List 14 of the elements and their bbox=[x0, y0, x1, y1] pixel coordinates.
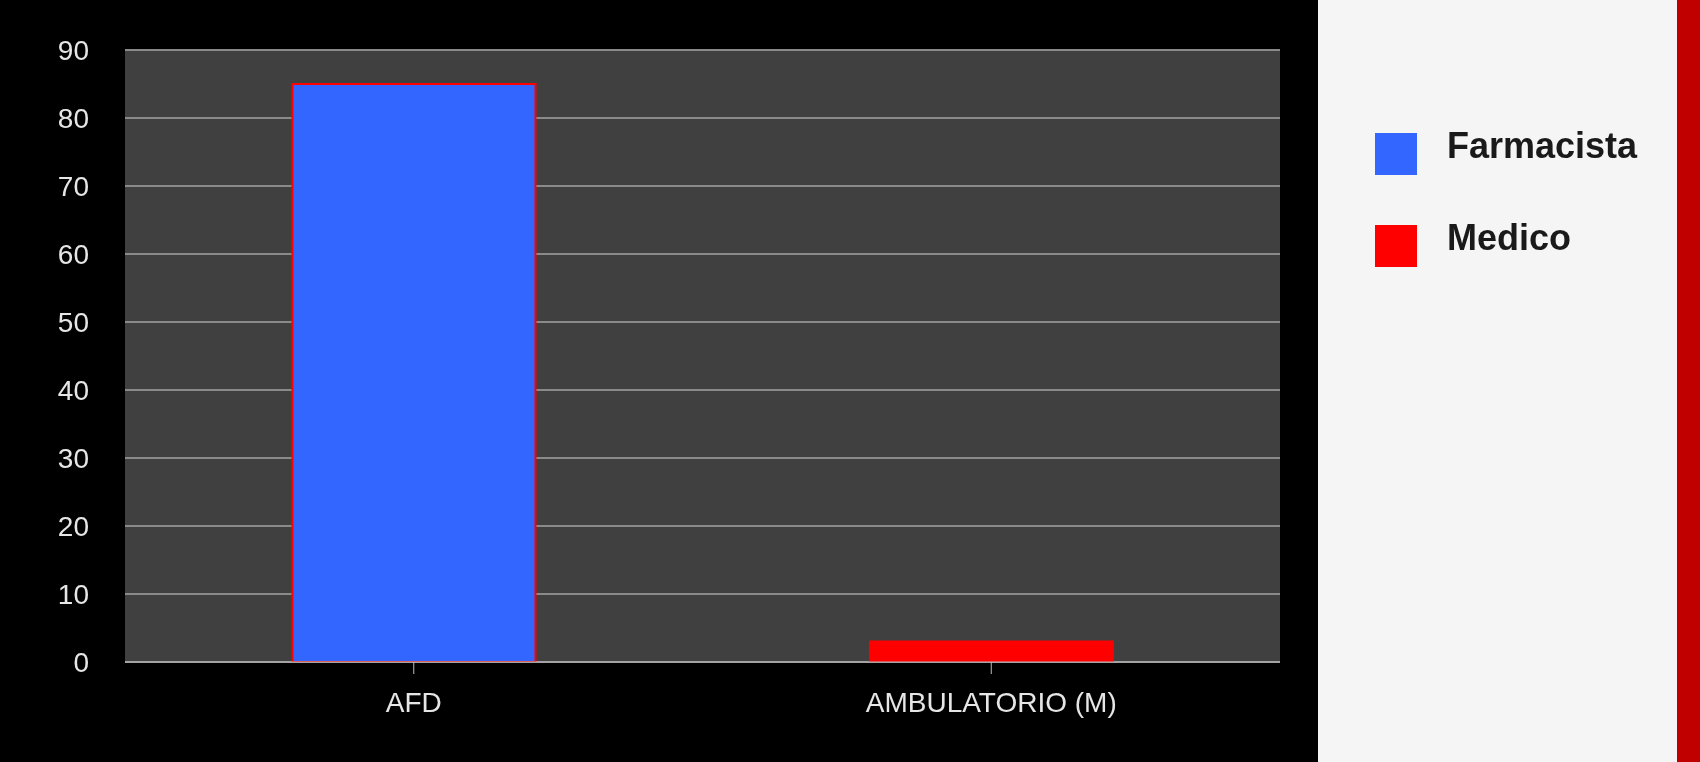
y-tick-label: 40 bbox=[57, 374, 89, 406]
y-tick-label: 80 bbox=[57, 102, 89, 134]
y-tick-label: 70 bbox=[57, 170, 89, 202]
y-tick-label: 10 bbox=[57, 578, 89, 610]
y-tick-label: 60 bbox=[57, 238, 89, 270]
y-tick-label: 50 bbox=[57, 306, 89, 338]
y-tick-label: 90 bbox=[57, 34, 89, 66]
x-tick-label: AMBULATORIO (M) bbox=[865, 686, 1117, 718]
y-tick-label: 0 bbox=[73, 646, 89, 678]
y-tick-label: 30 bbox=[57, 442, 89, 474]
x-tick-label: AFD bbox=[385, 686, 442, 718]
legend-label: Farmacista bbox=[1447, 125, 1638, 167]
y-tick-label: 20 bbox=[57, 510, 89, 542]
legend-label: Medico bbox=[1447, 217, 1572, 259]
